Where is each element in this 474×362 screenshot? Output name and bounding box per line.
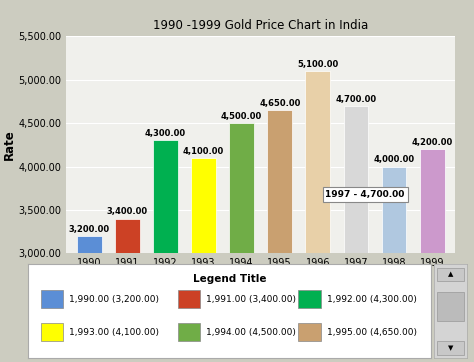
Bar [344, 106, 368, 253]
Text: 4,500.00: 4,500.00 [221, 112, 262, 121]
Bar [305, 71, 330, 253]
Text: 1,994.00 (4,500.00): 1,994.00 (4,500.00) [206, 328, 296, 337]
X-axis label: Year: Year [246, 271, 275, 284]
Text: 5,100.00: 5,100.00 [297, 60, 338, 69]
Text: 1,995.00 (4,650.00): 1,995.00 (4,650.00) [327, 328, 417, 337]
Text: 1,992.00 (4,300.00): 1,992.00 (4,300.00) [327, 295, 417, 304]
Text: ▼: ▼ [447, 345, 453, 351]
Text: 3,400.00: 3,400.00 [107, 207, 148, 216]
Bar [115, 219, 140, 253]
FancyBboxPatch shape [40, 290, 63, 308]
FancyBboxPatch shape [299, 323, 320, 341]
FancyBboxPatch shape [177, 290, 200, 308]
Text: 4,000.00: 4,000.00 [374, 155, 415, 164]
Text: ▲: ▲ [447, 272, 453, 278]
Bar [437, 341, 464, 355]
FancyBboxPatch shape [177, 323, 200, 341]
Text: 4,100.00: 4,100.00 [183, 147, 224, 156]
Bar [267, 110, 292, 253]
Bar [382, 167, 407, 253]
Bar [191, 158, 216, 253]
Bar [420, 149, 445, 253]
Title: 1990 -1999 Gold Price Chart in India: 1990 -1999 Gold Price Chart in India [153, 19, 368, 32]
Text: Legend Title: Legend Title [193, 274, 267, 284]
Text: 4,300.00: 4,300.00 [145, 129, 186, 138]
FancyBboxPatch shape [40, 323, 63, 341]
Bar [77, 236, 101, 253]
Text: 4,200.00: 4,200.00 [411, 138, 453, 147]
Text: 3,200.00: 3,200.00 [69, 225, 110, 234]
Text: 1,991.00 (3,400.00): 1,991.00 (3,400.00) [206, 295, 296, 304]
Text: 1997 - 4,700.00: 1997 - 4,700.00 [326, 190, 405, 199]
Text: 4,650.00: 4,650.00 [259, 99, 301, 108]
Bar [437, 292, 464, 321]
Text: 1,993.00 (4,100.00): 1,993.00 (4,100.00) [69, 328, 159, 337]
Y-axis label: Rate: Rate [2, 130, 16, 160]
Bar [153, 140, 178, 253]
Bar [229, 123, 254, 253]
Text: 1,990.00 (3,200.00): 1,990.00 (3,200.00) [69, 295, 159, 304]
FancyBboxPatch shape [299, 290, 320, 308]
Bar [437, 268, 464, 281]
Text: 4,700.00: 4,700.00 [336, 94, 376, 104]
